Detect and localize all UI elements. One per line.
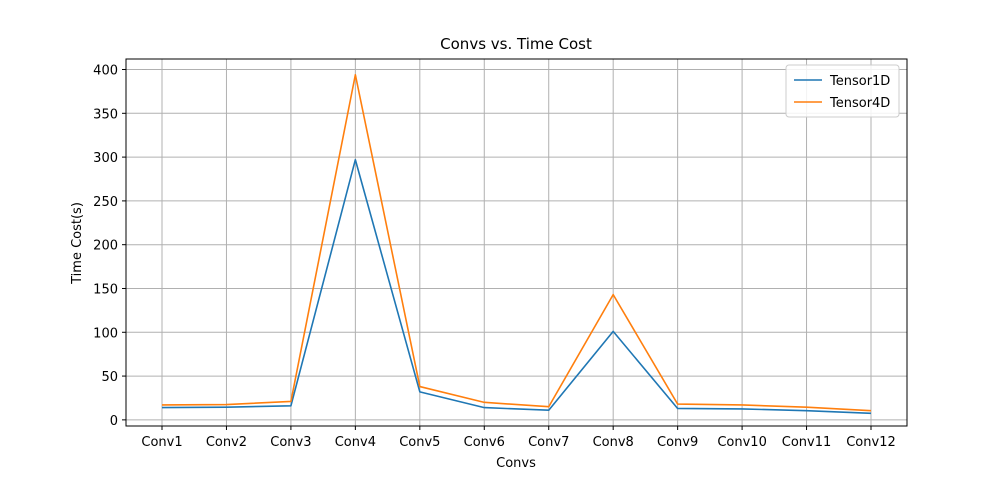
y-tick-label: 250 — [93, 195, 118, 210]
x-tick-label: Conv4 — [335, 435, 376, 450]
legend-box — [785, 64, 900, 118]
x-tick-label: Conv5 — [399, 435, 440, 450]
series-line-tensor4d — [161, 73, 872, 412]
y-tick-label: 0 — [110, 414, 118, 429]
legend: Tensor1D Tensor4D — [785, 64, 900, 118]
x-axis-ticks: Conv1 Conv2 Conv3 Conv4 Conv5 Conv6 Conv7 Conv8… — [141, 426, 896, 450]
y-tick-label: 50 — [101, 370, 118, 385]
y-tick-label: 200 — [93, 239, 118, 254]
y-tick-label: 350 — [93, 107, 118, 122]
x-tick-label: Conv12 — [846, 435, 896, 450]
x-tick-label: Conv10 — [717, 435, 767, 450]
series-line-tensor1d — [161, 158, 872, 415]
x-tick-label: Conv11 — [782, 435, 832, 450]
x-tick-label: Conv6 — [464, 435, 505, 450]
y-tick-label: 150 — [93, 282, 118, 297]
series-lines — [161, 73, 872, 415]
legend-label: Tensor1D — [829, 74, 890, 89]
x-tick-label: Conv1 — [141, 435, 182, 450]
x-tick-label: Conv7 — [528, 435, 569, 450]
x-tick-label: Conv8 — [593, 435, 634, 450]
y-tick-label: 100 — [93, 326, 118, 341]
y-axis-ticks: 0 50 100 150 200 250 300 350 400 — [93, 64, 126, 429]
y-tick-label: 300 — [93, 151, 118, 166]
x-tick-label: Conv2 — [206, 435, 247, 450]
grid-lines — [126, 59, 907, 426]
y-tick-label: 400 — [93, 64, 118, 79]
x-tick-label: Conv9 — [657, 435, 698, 450]
legend-label: Tensor4D — [829, 96, 890, 111]
chart-title: Convs vs. Time Cost — [440, 35, 592, 53]
plot-frame — [125, 58, 908, 427]
x-tick-label: Conv3 — [270, 435, 311, 450]
x-axis-label: Convs — [496, 456, 536, 471]
y-axis-label: Time Cost(s) — [70, 202, 85, 285]
